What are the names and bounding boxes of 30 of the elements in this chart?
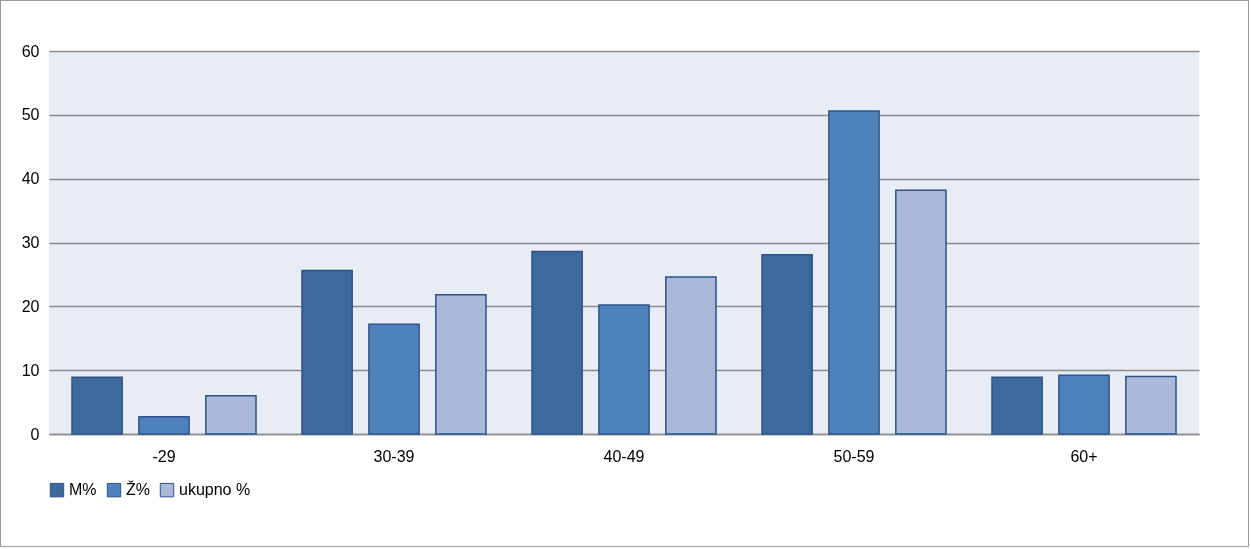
bar [1058, 374, 1110, 435]
legend-label: Ž% [126, 480, 150, 499]
bar [138, 416, 190, 435]
bar [598, 304, 650, 435]
y-tick-label: 0 [30, 425, 40, 443]
bar [761, 253, 813, 435]
legend-label: ukupno % [179, 481, 251, 499]
x-tick-label: 40-49 [603, 447, 645, 465]
y-tick-label: 30 [21, 234, 40, 251]
y-tick-label: 20 [21, 297, 40, 315]
bar [205, 394, 257, 435]
x-tick-label: 30-39 [373, 447, 415, 465]
bar [368, 323, 420, 435]
bar [895, 189, 947, 435]
y-tick-label: 10 [21, 361, 40, 379]
x-tick-label: 50-59 [833, 447, 875, 465]
y-tick-label: 60 [21, 42, 40, 60]
bar [531, 250, 583, 435]
legend-label: M% [69, 481, 97, 499]
bar [665, 276, 717, 435]
x-tick-label: -29 [152, 447, 176, 465]
bar [435, 294, 487, 435]
bar [991, 376, 1043, 435]
y-tick-label: 50 [21, 106, 40, 124]
x-tick-label: 60+ [1070, 447, 1098, 465]
bar [1125, 375, 1177, 435]
bar [71, 376, 123, 435]
y-tick-label: 40 [21, 170, 40, 188]
bar [301, 269, 353, 435]
bar [828, 110, 880, 435]
